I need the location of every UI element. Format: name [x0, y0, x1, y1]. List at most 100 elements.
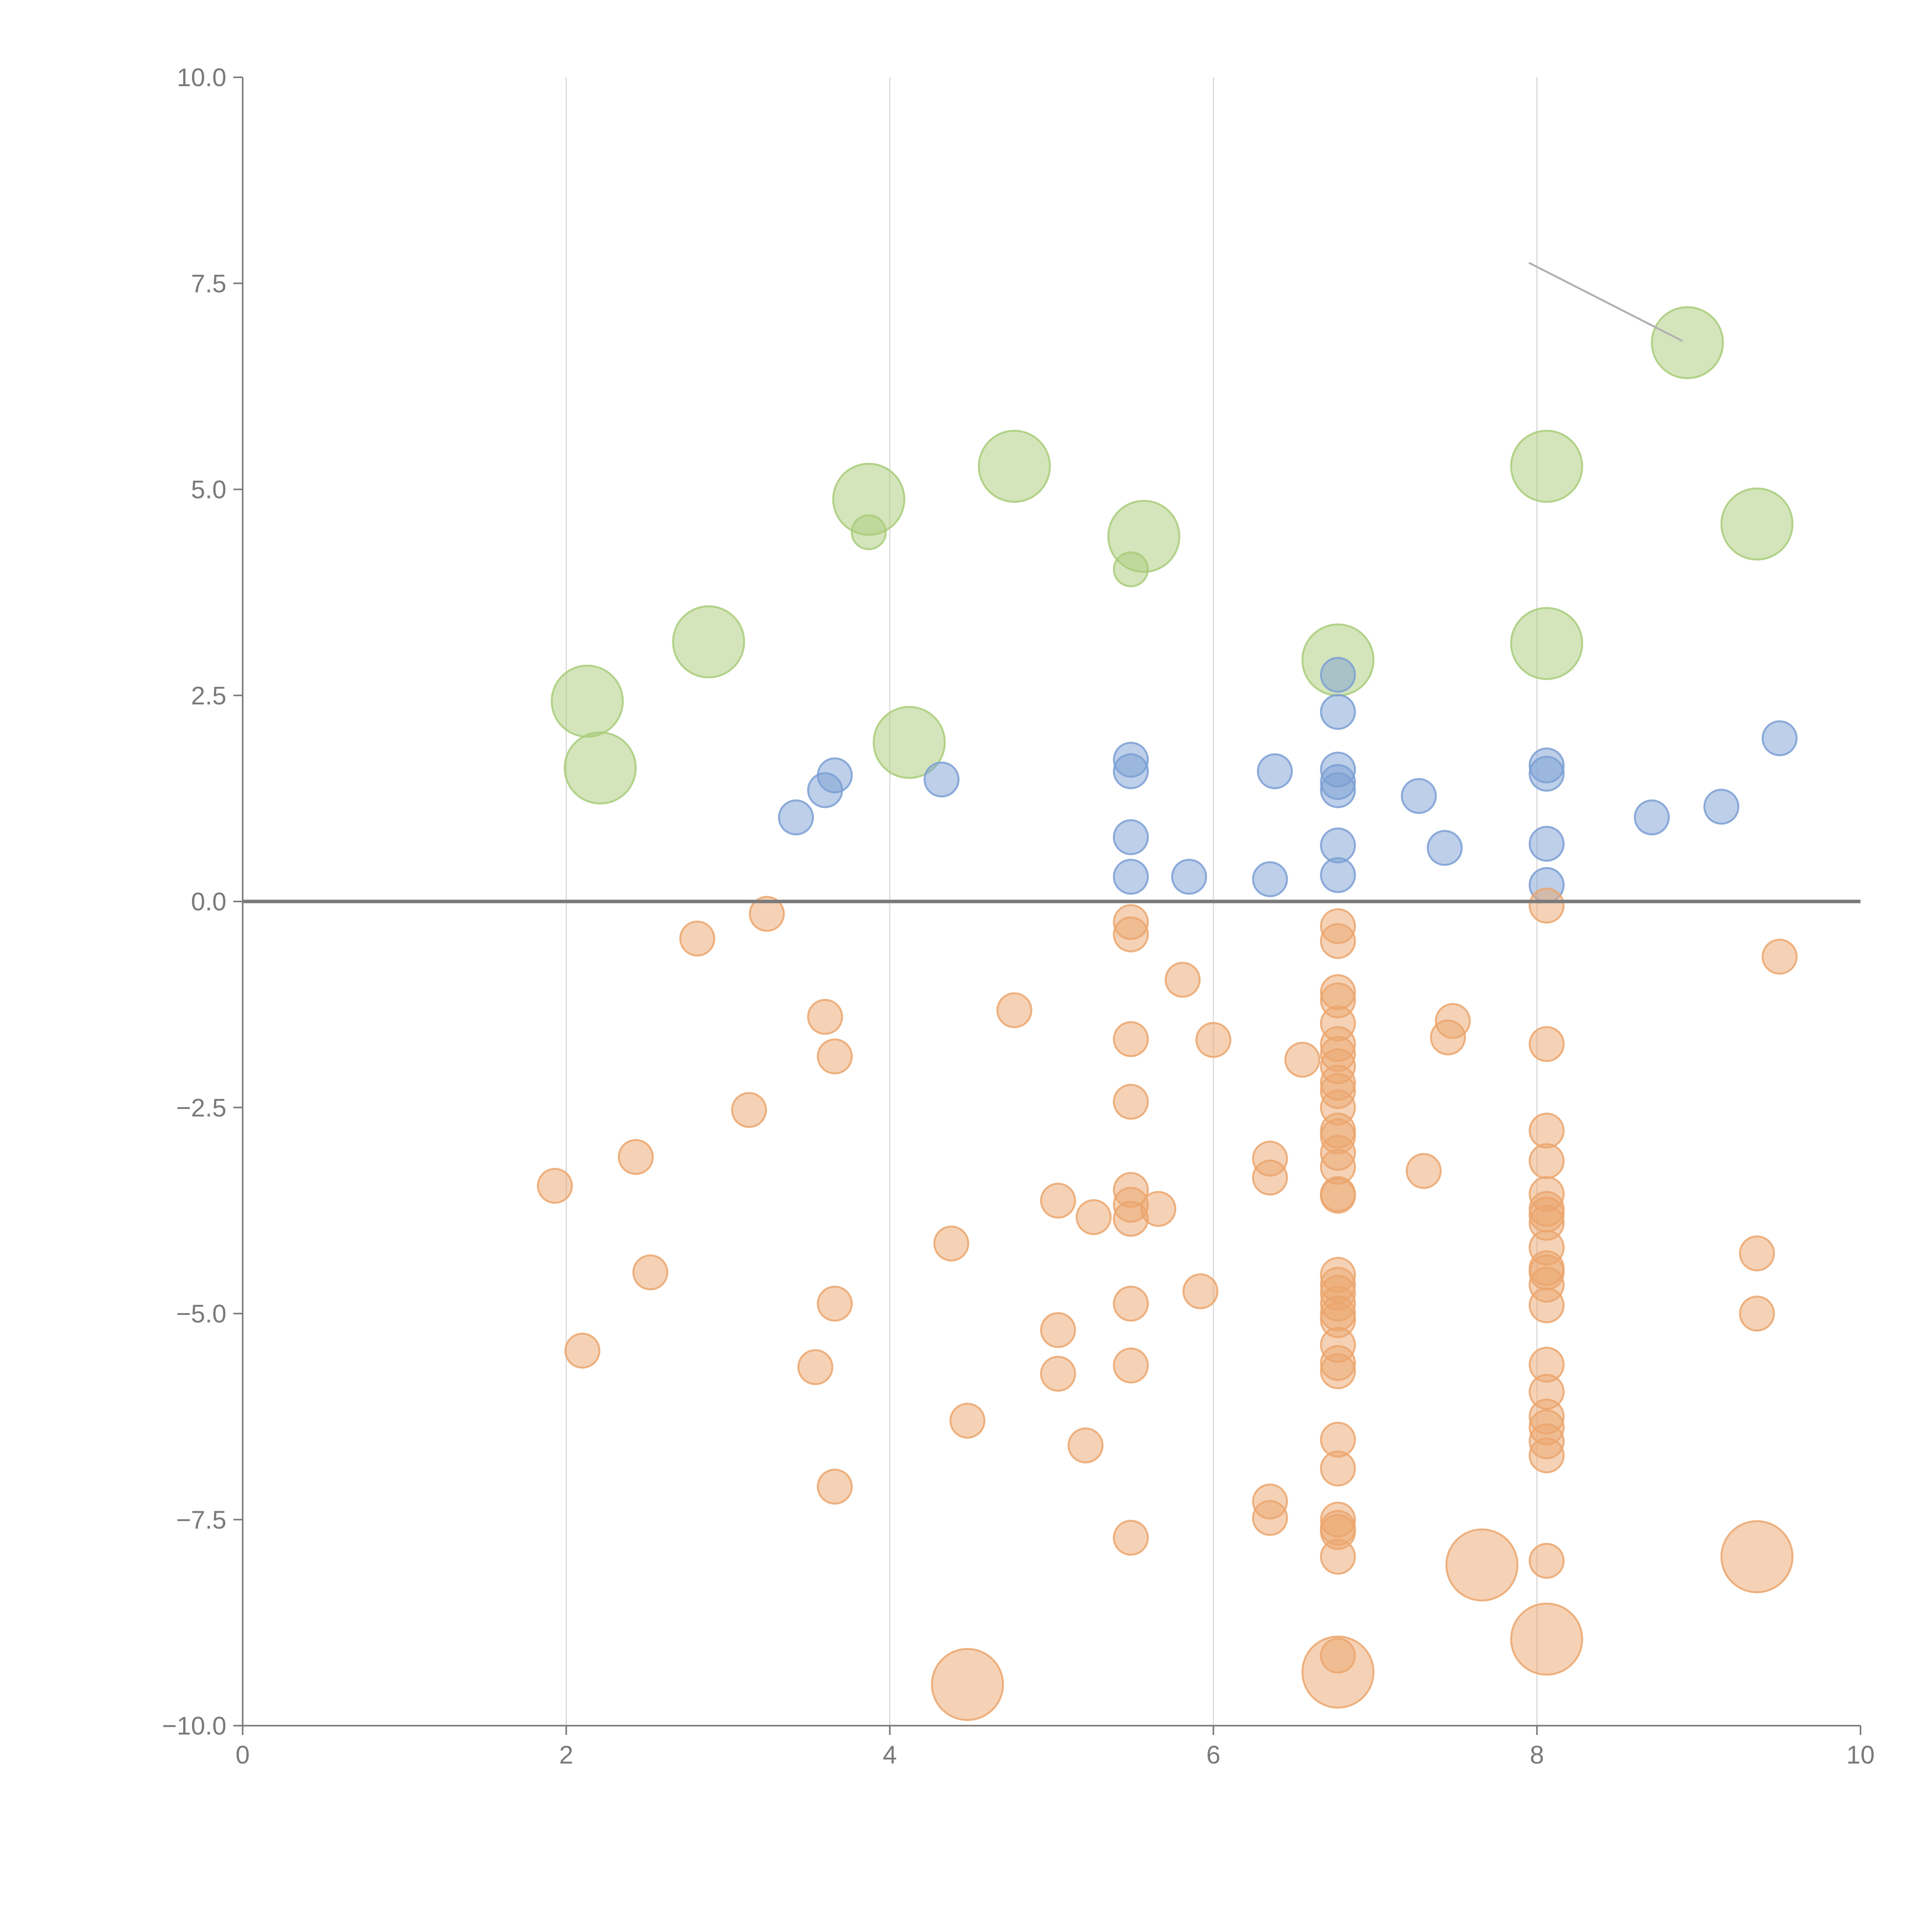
data-point-orange [1720, 1520, 1794, 1594]
data-point-blue [1529, 755, 1565, 792]
data-point-orange [1067, 1427, 1104, 1464]
data-point-green [1107, 500, 1180, 573]
data-point-orange [617, 1139, 654, 1175]
data-point-orange [1301, 1635, 1375, 1709]
y-tick-label: 5.0 [191, 475, 226, 504]
data-point-orange [749, 896, 785, 932]
x-tick-label: 10 [1846, 1740, 1874, 1769]
data-point-blue [1257, 753, 1293, 789]
data-point-orange [1320, 1353, 1356, 1389]
y-tick-label: 2.5 [191, 681, 226, 710]
data-point-orange [1529, 1112, 1565, 1149]
data-point-orange [564, 1332, 600, 1369]
data-point-blue [1634, 799, 1670, 835]
data-point-blue [923, 761, 960, 798]
data-point-green [1510, 607, 1583, 680]
data-point-orange [816, 1468, 853, 1505]
y-tick-label: −5.0 [176, 1299, 226, 1328]
data-point-orange [1252, 1500, 1288, 1536]
x-ticks-group: 0 2 4 6 8 10 [236, 1726, 1875, 1769]
data-point-orange [1113, 1083, 1149, 1120]
y-tick-label: 10.0 [177, 63, 226, 92]
data-point-orange [1284, 1042, 1320, 1078]
points-group [537, 306, 1798, 1721]
data-point-blue [1320, 656, 1356, 693]
data-point-orange [816, 1286, 853, 1322]
data-point-orange [1075, 1199, 1112, 1235]
data-point-green [672, 605, 745, 679]
y-tick-label: 7.5 [191, 269, 226, 298]
y-tick-label: −2.5 [176, 1093, 226, 1122]
x-tick-label: 2 [559, 1740, 573, 1769]
data-point-orange [1529, 1026, 1565, 1062]
data-point-orange [1195, 1022, 1231, 1058]
data-point-orange [1113, 916, 1149, 952]
data-point-orange [1320, 1451, 1356, 1487]
data-point-orange [797, 1349, 833, 1385]
data-point-orange [1113, 1021, 1149, 1057]
data-point-orange [1529, 1543, 1565, 1579]
data-point-orange [537, 1168, 573, 1204]
data-point-blue [816, 757, 853, 794]
data-point-orange [1762, 939, 1798, 975]
data-point-green [872, 706, 946, 779]
data-point-blue [1171, 859, 1207, 895]
data-point-blue [1762, 720, 1798, 757]
data-point-blue [1320, 772, 1356, 808]
data-point-orange [1040, 1355, 1076, 1392]
data-point-orange [1435, 1003, 1471, 1039]
data-point-orange [807, 999, 843, 1035]
data-point-green [978, 430, 1051, 503]
y-ticks-group: 10.0 7.5 5.0 2.5 0.0 −2.5 −5.0 −7.5 −10.0 [162, 63, 243, 1740]
data-point-blue [1113, 859, 1149, 895]
data-point-orange [1406, 1153, 1442, 1189]
data-point-green [1510, 430, 1583, 503]
data-point-orange [1320, 923, 1356, 959]
data-point-blue [1252, 861, 1288, 897]
data-point-orange [731, 1092, 767, 1128]
data-point-green [563, 731, 637, 804]
data-point-orange [933, 1225, 969, 1262]
data-point-blue [1113, 819, 1149, 855]
data-point-orange [1529, 1143, 1565, 1179]
data-point-orange [996, 992, 1032, 1029]
data-point-orange [949, 1403, 986, 1439]
data-point-orange [1529, 1437, 1565, 1473]
data-point-orange [1113, 1286, 1149, 1322]
data-point-orange [1529, 888, 1565, 924]
data-point-green [850, 514, 887, 550]
data-point-orange [1165, 962, 1201, 998]
data-point-orange [1739, 1235, 1775, 1272]
data-point-blue [1320, 857, 1356, 893]
data-point-orange [1113, 1520, 1149, 1556]
data-point-orange [1320, 1539, 1356, 1575]
y-tick-label: −7.5 [176, 1505, 226, 1534]
data-point-orange [1739, 1296, 1775, 1332]
data-point-orange [1445, 1528, 1519, 1602]
data-point-green [1720, 487, 1794, 561]
data-point-orange [632, 1254, 668, 1291]
data-point-orange [931, 1648, 1004, 1721]
data-point-blue [1113, 753, 1149, 789]
data-point-orange [1182, 1273, 1219, 1310]
annotation-leader-line [1528, 262, 1683, 342]
data-point-orange [1113, 1347, 1149, 1384]
data-point-orange [679, 920, 716, 957]
data-point-blue [1320, 694, 1356, 730]
y-tick-label: 0.0 [191, 887, 226, 916]
data-point-orange [1252, 1160, 1288, 1196]
data-point-orange [1040, 1182, 1076, 1219]
data-point-orange [1529, 1287, 1565, 1323]
data-point-blue [778, 799, 814, 835]
data-point-green [1651, 306, 1724, 379]
x-tick-label: 0 [236, 1740, 250, 1769]
data-point-blue [1529, 826, 1565, 862]
x-tick-label: 6 [1206, 1740, 1221, 1769]
data-point-orange [1510, 1602, 1583, 1676]
data-point-orange [1320, 1177, 1356, 1214]
x-tick-label: 8 [1530, 1740, 1544, 1769]
data-point-orange [1140, 1191, 1177, 1227]
data-point-orange [1040, 1312, 1076, 1348]
data-point-blue [1703, 789, 1740, 825]
